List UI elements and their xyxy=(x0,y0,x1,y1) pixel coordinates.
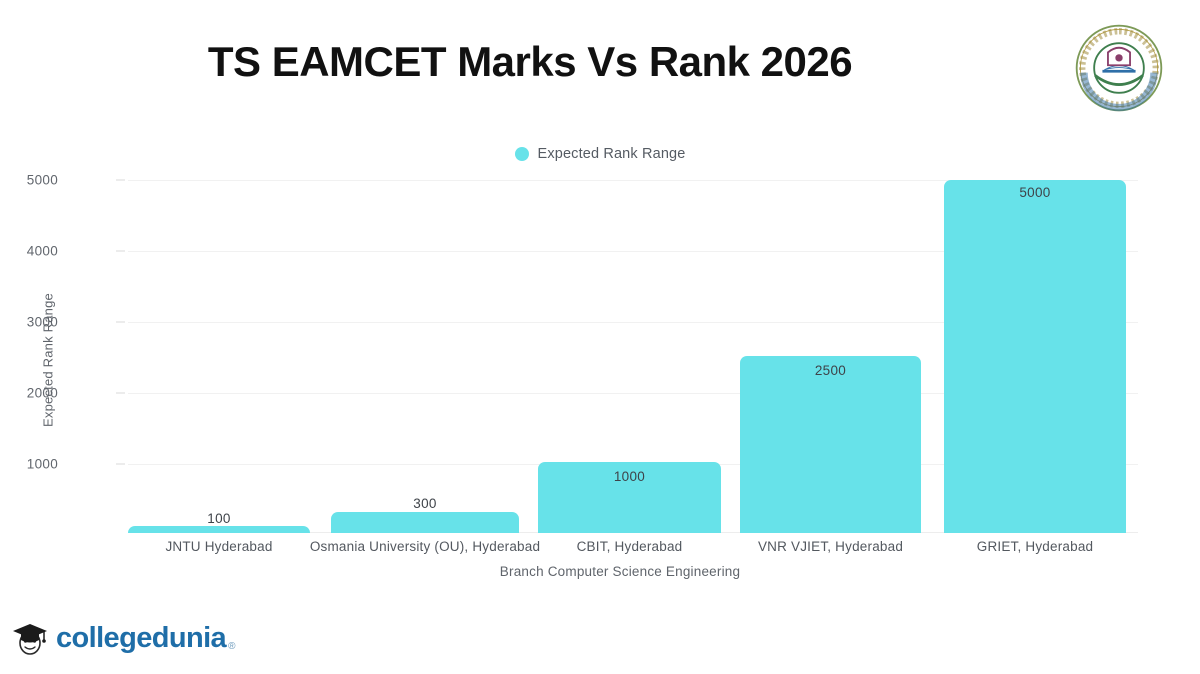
gridline-3000 xyxy=(128,322,1138,323)
y-tick-mark-2000 xyxy=(116,392,125,394)
bar-value-label-4: 5000 xyxy=(1019,185,1051,200)
x-tick-label-griet-hyderabad: GRIET, Hyderabad xyxy=(976,539,1094,554)
y-axis-title: Expected Rank Range xyxy=(40,293,56,427)
y-tick-label-4000: 4000 xyxy=(26,243,58,259)
legend-color-swatch xyxy=(514,147,529,161)
page-title: TS EAMCET Marks Vs Rank 2026 xyxy=(207,38,853,85)
bar-4[interactable] xyxy=(944,180,1126,533)
gridline-2000 xyxy=(128,393,1138,394)
y-tick-mark-5000 xyxy=(116,179,125,181)
x-tick-label-jntu-hyderabad: JNTU Hyderabad xyxy=(165,539,273,554)
bar-value-label-1: 300 xyxy=(413,496,437,511)
x-tick-label-cbit-hyderabad: CBIT, Hyderabad xyxy=(576,539,683,554)
bar-3[interactable] xyxy=(740,356,921,533)
collegedunia-wordmark: collegedunia xyxy=(56,621,227,654)
x-tick-label-osmania-university: Osmania University (OU), Hyderabad xyxy=(309,539,541,554)
y-tick-mark-1000 xyxy=(116,463,125,465)
y-tick-mark-3000 xyxy=(116,321,125,323)
chart-plot-area xyxy=(128,180,1138,533)
legend-label: Expected Rank Range xyxy=(537,146,686,162)
bar-1[interactable] xyxy=(331,512,519,533)
gridline-4000 xyxy=(128,251,1138,252)
trademark-symbol: ® xyxy=(228,641,236,652)
x-tick-label-vnr-vjiet-hyderabad: VNR VJIET, Hyderabad xyxy=(757,539,904,554)
collegedunia-brand: collegedunia ® xyxy=(10,618,235,658)
y-tick-label-3000: 3000 xyxy=(26,314,58,330)
x-axis-title: Branch Computer Science Engineering xyxy=(499,564,741,579)
bar-value-label-0: 100 xyxy=(207,511,231,526)
gridline-5000 xyxy=(128,180,1138,181)
graduation-cap-mascot-icon xyxy=(10,618,50,658)
chart-legend: Expected Rank Range xyxy=(0,146,1200,162)
y-tick-label-1000: 1000 xyxy=(26,456,58,472)
bar-2[interactable] xyxy=(538,462,721,533)
y-tick-label-5000: 5000 xyxy=(26,172,58,188)
bar-value-label-3: 2500 xyxy=(814,363,847,378)
y-tick-mark-4000 xyxy=(116,250,125,252)
telangana-state-council-higher-education-seal-icon xyxy=(1073,22,1165,114)
bar-value-label-2: 1000 xyxy=(613,469,646,484)
y-tick-label-2000: 2000 xyxy=(26,385,58,401)
bar-0[interactable] xyxy=(128,526,310,533)
